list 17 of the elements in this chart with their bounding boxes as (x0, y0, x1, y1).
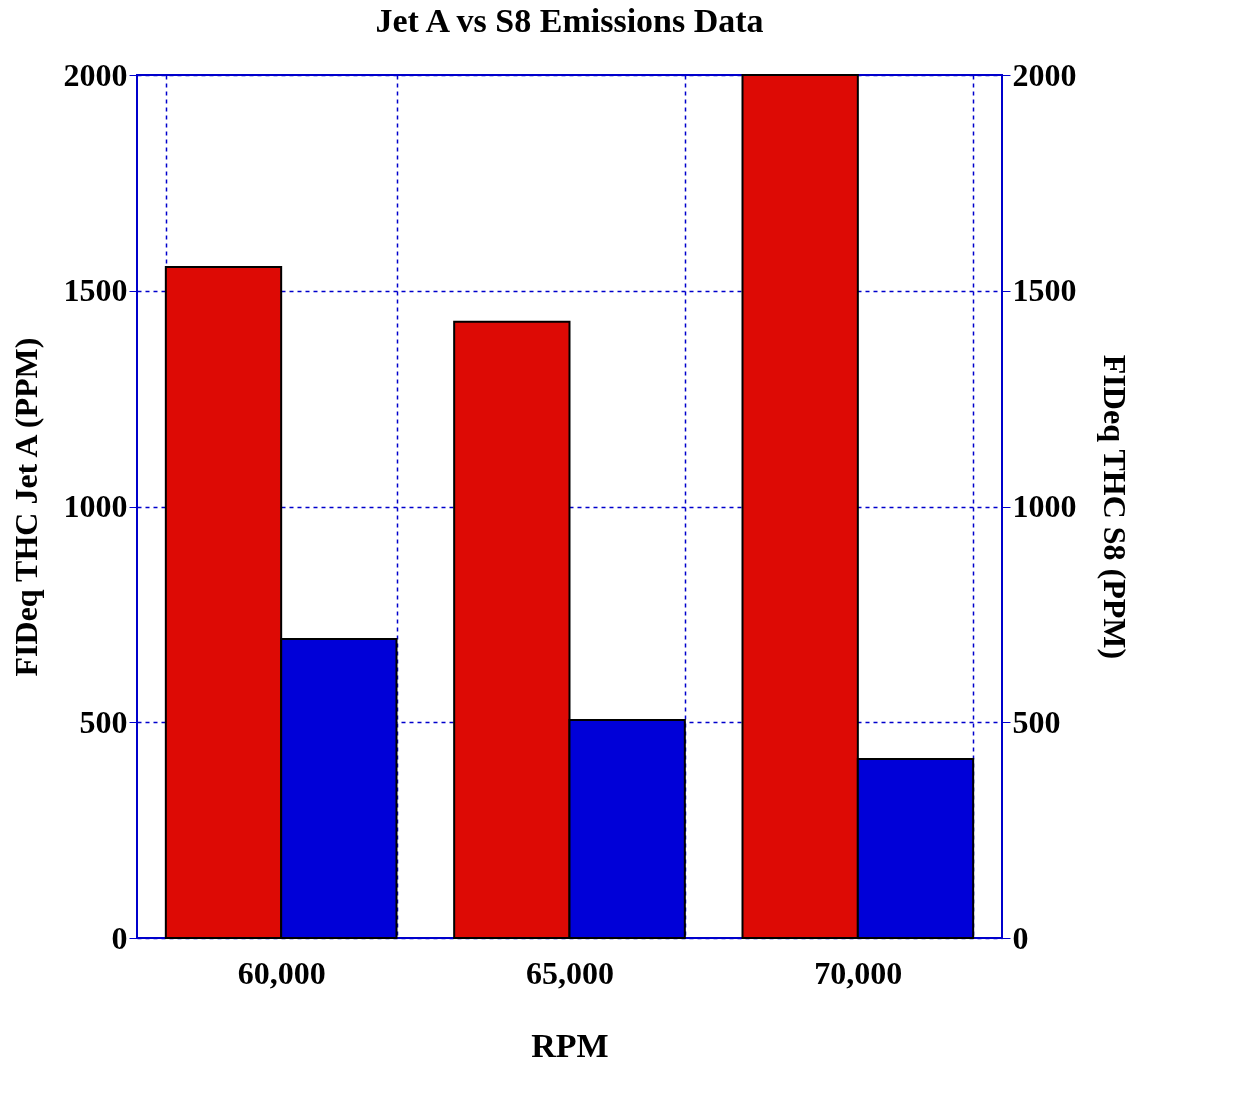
y2-axis-title: FIDeq THC S8 (PPM) (1096, 354, 1133, 660)
y2-tick-label: 1500 (1012, 272, 1077, 309)
y-tick-label: 0 (111, 919, 128, 956)
x-tick-label: 65,000 (526, 954, 614, 991)
chart-title: Jet A vs S8 Emissions Data (375, 2, 764, 39)
y-tick-label: 1000 (63, 488, 128, 524)
x-tick-label: 70,000 (814, 954, 903, 991)
y2-tick-label: 500 (1012, 703, 1061, 740)
y2-tick-label: 2000 (1012, 56, 1077, 93)
y-tick-label: 1500 (63, 272, 128, 309)
y-tick-label: 500 (79, 703, 128, 740)
y-axis-title: FIDeq THC Jet A (PPM) (7, 337, 44, 677)
x-axis-title: RPM (531, 1026, 609, 1064)
y2-tick-label: 1000 (1012, 488, 1077, 524)
y2-tick-label: 0 (1012, 919, 1029, 956)
x-tick-label: 60,000 (237, 954, 326, 991)
y-tick-label: 2000 (63, 56, 128, 93)
